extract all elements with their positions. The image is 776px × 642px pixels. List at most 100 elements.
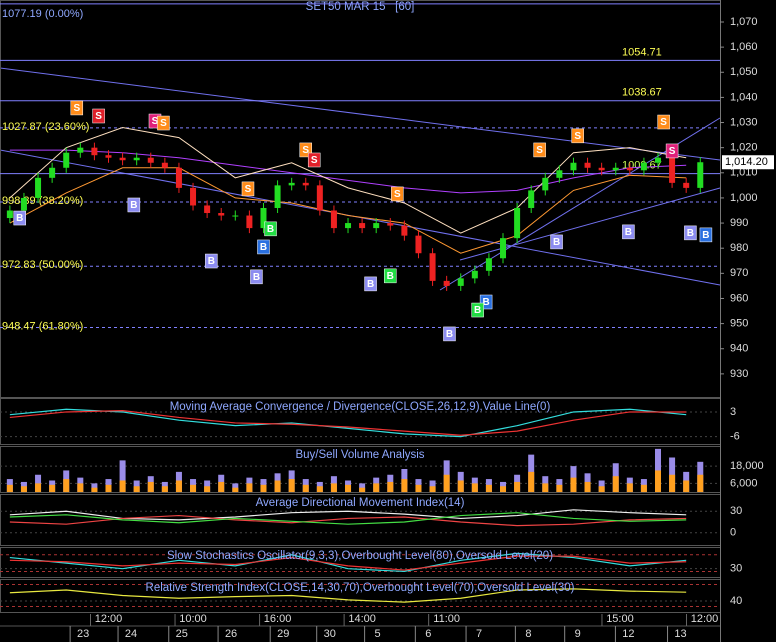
y-tick-label: 1,070 xyxy=(730,16,758,28)
candle-body xyxy=(316,185,323,211)
volume-bar xyxy=(387,481,394,492)
fib-label: 972.83 (50.00%) xyxy=(2,259,83,271)
volume-bar xyxy=(316,486,323,492)
signal-label: B xyxy=(687,228,694,239)
signal-marker xyxy=(533,142,546,158)
volume-bar xyxy=(570,477,577,492)
signal-label: S xyxy=(245,184,252,195)
candle-body xyxy=(626,167,633,171)
overlay-line xyxy=(9,167,687,254)
candle-body xyxy=(485,258,492,271)
candle-body xyxy=(471,270,478,279)
signal-label: B xyxy=(16,213,23,224)
y-tick-label: 990 xyxy=(730,217,748,229)
volume-bar xyxy=(359,487,366,492)
signal-marker xyxy=(665,143,679,159)
volume-bar xyxy=(542,483,549,492)
date-label: 23 xyxy=(77,628,89,640)
candle-body xyxy=(6,210,13,219)
candle-body xyxy=(232,215,239,217)
indicator-line xyxy=(9,408,687,438)
indicator-line xyxy=(9,409,687,436)
volume-bar xyxy=(91,487,98,492)
y-tick-label: 3 xyxy=(730,406,736,418)
candle-body xyxy=(556,170,563,178)
volume-bar xyxy=(105,484,112,492)
signal-label: B xyxy=(367,279,374,290)
volume-bar xyxy=(35,483,42,492)
volume-bar xyxy=(669,474,676,492)
signal-marker xyxy=(364,276,377,292)
price-line-label: 1038.67 xyxy=(622,87,662,99)
y-tick-label: 1,010 xyxy=(730,167,758,179)
signal-label: B xyxy=(253,272,260,283)
fib-label: 1077.19 (0.00%) xyxy=(2,8,83,20)
last-price-label: 1,014.20 xyxy=(725,156,768,168)
date-label: 12 xyxy=(622,628,634,640)
signal-label: S xyxy=(302,145,309,156)
volume-bar xyxy=(204,486,211,492)
signal-label: S xyxy=(73,103,80,114)
volume-bar xyxy=(161,486,168,492)
candle-body xyxy=(387,223,394,226)
signal-marker xyxy=(157,115,170,131)
date-label: 29 xyxy=(277,628,289,640)
volume-bar xyxy=(697,474,704,492)
candle-body xyxy=(528,190,535,208)
date-label: 7 xyxy=(476,628,482,640)
candle-body xyxy=(105,155,112,158)
date-label: 13 xyxy=(674,628,686,640)
signal-marker xyxy=(307,152,321,168)
signal-label: S xyxy=(394,189,401,200)
signal-label: B xyxy=(553,237,560,248)
volume-bar xyxy=(175,480,182,492)
volume-bar xyxy=(232,487,239,492)
x-tick-label: 11:00 xyxy=(433,613,460,625)
candle-body xyxy=(542,177,549,191)
candle-body xyxy=(429,253,436,281)
volume-bar xyxy=(655,470,662,492)
candle-body xyxy=(330,210,337,229)
candle-body xyxy=(91,147,98,156)
volume-bar xyxy=(457,480,464,492)
volume-bar xyxy=(485,484,492,492)
signal-marker xyxy=(241,181,255,197)
signal-marker xyxy=(684,225,697,241)
signal-label: S xyxy=(95,111,102,122)
volume-bar xyxy=(683,480,690,492)
date-label: 24 xyxy=(125,628,137,640)
signal-label: S xyxy=(660,117,667,128)
volume-bar xyxy=(246,483,253,492)
signal-label: S xyxy=(536,145,543,156)
candle-body xyxy=(683,182,690,188)
candle-body xyxy=(584,162,591,168)
volume-bar xyxy=(119,460,126,492)
candle-body xyxy=(669,157,676,183)
volume-bar xyxy=(528,471,535,492)
y-tick-label: 6,000 xyxy=(730,477,758,489)
volume-bar xyxy=(443,474,450,492)
indicator-line xyxy=(9,512,687,525)
candle-body xyxy=(133,157,140,161)
y-tick-label: 1,040 xyxy=(730,91,758,103)
signal-label: B xyxy=(474,305,481,316)
x-tick-label: 10:00 xyxy=(179,613,207,625)
volume-bar xyxy=(429,486,436,492)
signal-label: S xyxy=(311,155,318,166)
volume-bar xyxy=(77,483,84,492)
candle-body xyxy=(190,187,197,206)
y-tick-label: -6 xyxy=(730,431,740,443)
volume-bar xyxy=(260,484,267,492)
y-tick-label: 950 xyxy=(730,318,748,330)
x-tick-label: 14:00 xyxy=(348,613,376,625)
candle-body xyxy=(373,223,380,229)
candle-body xyxy=(77,147,84,153)
candle-body xyxy=(612,167,619,171)
signal-label: B xyxy=(482,297,489,308)
volume-bar xyxy=(330,483,337,492)
y-tick-label: 40 xyxy=(730,595,742,607)
candle-body xyxy=(288,182,295,186)
candle-body xyxy=(359,223,366,229)
date-label: 30 xyxy=(324,628,336,640)
